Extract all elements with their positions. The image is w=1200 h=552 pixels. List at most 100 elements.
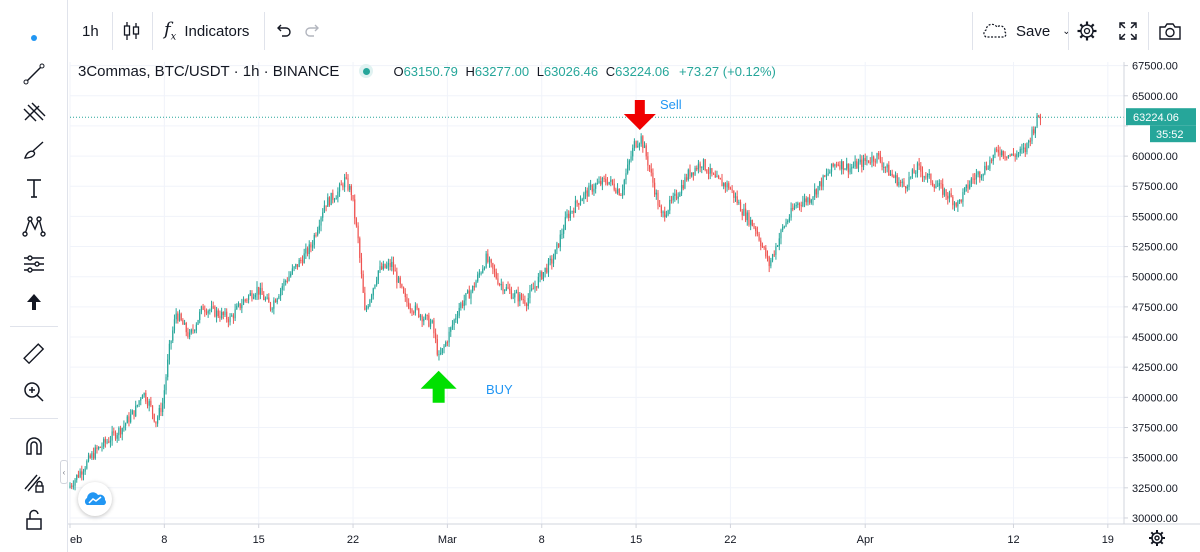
candle-body — [692, 172, 694, 175]
fullscreen-icon[interactable] — [1118, 14, 1138, 48]
candle-body — [251, 293, 253, 299]
candle-body — [783, 226, 785, 228]
settings-gear-icon[interactable] — [1149, 530, 1165, 546]
price-axis: 30000.00 32500.00 35000.00 37500.00 40000.00… — [1124, 61, 1178, 525]
candle-body — [876, 153, 878, 162]
candle-body — [687, 169, 689, 180]
candle-body — [557, 243, 560, 248]
candle-body — [957, 201, 959, 207]
candle-body — [69, 485, 71, 488]
candle-body — [915, 172, 917, 174]
candle-body — [411, 309, 413, 313]
symbol-title[interactable]: 3Commas, BTC/USDT · 1h · BINANCE — [78, 62, 340, 80]
candle-body — [502, 284, 504, 292]
trend-line-icon[interactable] — [14, 58, 54, 90]
candle-body — [87, 455, 90, 462]
candle-body — [167, 359, 169, 378]
candle-body — [406, 297, 408, 303]
candle-body — [992, 155, 994, 161]
toolbar-separator — [152, 12, 153, 50]
candle-body — [487, 253, 489, 262]
candle-body — [197, 320, 199, 325]
candle-body — [883, 166, 885, 168]
settings-icon[interactable] — [1076, 14, 1098, 48]
candle-body — [232, 315, 235, 319]
candle-body — [677, 196, 679, 199]
candle-body — [1014, 155, 1016, 157]
redo-icon[interactable] — [304, 14, 322, 48]
candle-body — [330, 192, 332, 206]
candle-body — [756, 230, 758, 234]
candle-body — [515, 292, 518, 294]
candle-body — [492, 263, 494, 269]
last-price-text: 63224.06 — [1133, 112, 1179, 124]
candle-body — [382, 263, 384, 270]
candle-body — [773, 254, 775, 256]
measure-tool-icon[interactable] — [14, 248, 54, 280]
unlock-icon[interactable] — [14, 504, 54, 536]
candle-body — [948, 193, 951, 199]
x-tick-label: 19 — [1102, 534, 1114, 546]
candle-body — [642, 136, 644, 149]
save-button[interactable]: Save ⌄ — [980, 14, 1071, 48]
candle-body — [965, 184, 967, 188]
candle-body — [694, 167, 696, 175]
candle-body — [926, 174, 929, 178]
candle-body — [527, 298, 529, 307]
candle-body — [928, 173, 930, 175]
sell-annotation-label[interactable]: Sell — [660, 97, 682, 112]
zoom-in-icon[interactable] — [14, 376, 54, 408]
magnet-icon[interactable] — [14, 430, 54, 462]
candle-body — [664, 211, 666, 218]
candle-body — [323, 205, 326, 213]
candle-body — [884, 166, 887, 168]
candle-body — [943, 189, 946, 195]
candle-body — [460, 303, 462, 308]
candle-body — [536, 286, 538, 288]
text-tool-icon[interactable] — [14, 172, 54, 204]
tradingview-logo-icon[interactable] — [78, 482, 112, 516]
candle-body — [177, 313, 179, 321]
candle-body — [357, 225, 359, 239]
candle-body — [465, 293, 467, 301]
candle-body — [1029, 140, 1031, 142]
candle-body — [234, 309, 236, 319]
buy-annotation-label[interactable]: BUY — [486, 382, 513, 397]
candle-body — [72, 485, 74, 487]
undo-icon[interactable] — [274, 14, 292, 48]
gann-fib-icon[interactable] — [14, 96, 54, 128]
candle-body — [660, 206, 662, 214]
candle-body — [544, 267, 546, 273]
candle-body — [832, 163, 834, 167]
screenshot-camera-icon[interactable] — [1158, 14, 1182, 48]
ruler-icon[interactable] — [14, 338, 54, 370]
interval-button[interactable]: 1h — [82, 22, 99, 40]
candle-body — [217, 310, 219, 317]
candle-body — [918, 163, 920, 166]
brush-icon[interactable] — [14, 134, 54, 166]
candle-body — [376, 280, 378, 285]
lock-drawing-icon[interactable] — [14, 466, 54, 498]
candle-body — [812, 196, 814, 200]
x-tick-label: eb — [70, 534, 82, 546]
candle-body — [416, 305, 418, 309]
candle-body — [1031, 129, 1033, 142]
pattern-tool-icon[interactable] — [14, 210, 54, 242]
arrow-up-icon[interactable] — [14, 286, 54, 318]
candle-body — [310, 244, 312, 248]
crosshair-dot-icon[interactable] — [14, 22, 54, 54]
candle-body — [537, 276, 539, 288]
indicators-button[interactable]: fx Indicators — [164, 14, 249, 48]
x-tick-label: 22 — [347, 534, 359, 546]
candle-body — [212, 306, 214, 308]
chart-style-candles-icon[interactable] — [122, 14, 142, 48]
candle-body — [921, 171, 924, 177]
candle-body — [488, 259, 491, 262]
candle-body — [873, 156, 875, 162]
candle-body — [524, 300, 526, 304]
candle-body — [999, 152, 1001, 156]
countdown-text: 35:52 — [1156, 129, 1184, 141]
toolbar-collapse-handle[interactable]: ‹ — [60, 460, 68, 484]
candle-body — [857, 162, 860, 169]
